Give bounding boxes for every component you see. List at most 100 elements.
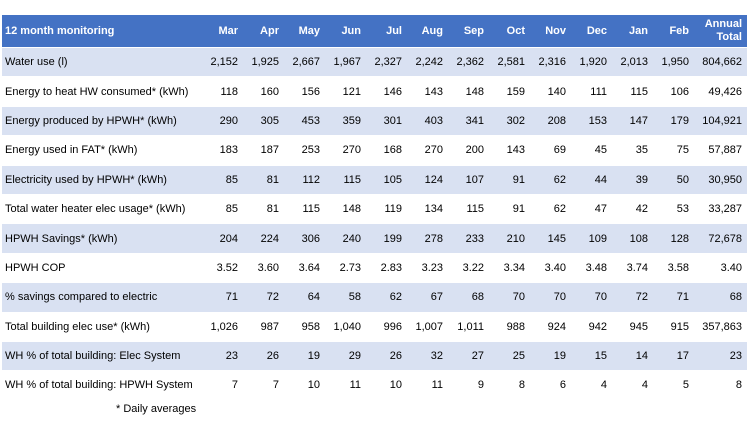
row-label: WH % of total building: HPWH System	[2, 370, 200, 400]
column-header: Jul	[364, 15, 405, 48]
cell-value: 35	[610, 135, 651, 166]
table-row: % savings compared to electric 71 72 64 58 62…	[2, 282, 747, 313]
cell-value: 1,026	[200, 311, 241, 342]
row-label: HPWH COP	[2, 252, 200, 283]
cell-value: 278	[405, 223, 446, 254]
cell-value: 81	[241, 193, 282, 224]
cell-value: 915	[651, 311, 692, 342]
cell-value: 68	[692, 282, 747, 313]
cell-value: 91	[487, 193, 528, 224]
cell-value: 233	[446, 223, 487, 254]
cell-value: 2,581	[487, 46, 528, 77]
cell-value: 45	[569, 135, 610, 166]
cell-value: 301	[364, 105, 405, 136]
table-row: Energy to heat HW consumed* (kWh) 118 160 1…	[2, 76, 747, 107]
cell-value: 39	[610, 164, 651, 195]
cell-value: 987	[241, 311, 282, 342]
column-header: Feb	[651, 15, 692, 48]
cell-value: 179	[651, 105, 692, 136]
table-row: WH % of total building: HPWH System 7 7 10 1…	[2, 370, 747, 400]
column-header: Sep	[446, 15, 487, 48]
cell-value: 305	[241, 105, 282, 136]
cell-value: 23	[692, 340, 747, 371]
cell-value: 53	[651, 193, 692, 224]
cell-value: 3.52	[200, 252, 241, 283]
cell-value: 115	[323, 164, 364, 195]
cell-value: 143	[405, 76, 446, 107]
cell-value: 2,242	[405, 46, 446, 77]
cell-value: 2.83	[364, 252, 405, 283]
monitoring-table: 12 month monitoring Mar Apr May Jun Jul Aug Sep…	[2, 15, 747, 400]
cell-value: 3.60	[241, 252, 282, 283]
cell-value: 62	[364, 282, 405, 313]
cell-value: 33,287	[692, 193, 747, 224]
cell-value: 115	[282, 193, 323, 224]
cell-value: 3.40	[528, 252, 569, 283]
cell-value: 3.23	[405, 252, 446, 283]
column-header: May	[282, 15, 323, 48]
row-label: HPWH Savings* (kWh)	[2, 223, 200, 254]
row-label: Energy used in FAT* (kWh)	[2, 135, 200, 166]
table-row: WH % of total building: Elec System 23 26 1…	[2, 340, 747, 371]
cell-value: 159	[487, 76, 528, 107]
column-header: Apr	[241, 15, 282, 48]
cell-value: 106	[651, 76, 692, 107]
cell-value: 9	[446, 370, 487, 400]
cell-value: 341	[446, 105, 487, 136]
cell-value: 453	[282, 105, 323, 136]
column-header: Dec	[569, 15, 610, 48]
row-label: Total water heater elec usage* (kWh)	[2, 193, 200, 224]
cell-value: 109	[569, 223, 610, 254]
cell-value: 1,040	[323, 311, 364, 342]
column-header: Aug	[405, 15, 446, 48]
cell-value: 62	[528, 193, 569, 224]
cell-value: 11	[323, 370, 364, 400]
cell-value: 128	[651, 223, 692, 254]
cell-value: 70	[569, 282, 610, 313]
cell-value: 357,863	[692, 311, 747, 342]
cell-value: 25	[487, 340, 528, 371]
cell-value: 3.48	[569, 252, 610, 283]
row-label: % savings compared to electric	[2, 282, 200, 313]
table-row: Water use (l) 2,152 1,925 2,667 1,967 2,327 2,…	[2, 46, 747, 77]
cell-value: 210	[487, 223, 528, 254]
cell-value: 115	[610, 76, 651, 107]
cell-value: 306	[282, 223, 323, 254]
footnote: * Daily averages	[116, 403, 197, 415]
cell-value: 146	[364, 76, 405, 107]
cell-value: 3.74	[610, 252, 651, 283]
cell-value: 19	[528, 340, 569, 371]
cell-value: 148	[446, 76, 487, 107]
cell-value: 1,967	[323, 46, 364, 77]
cell-value: 958	[282, 311, 323, 342]
cell-value: 2,362	[446, 46, 487, 77]
cell-value: 49,426	[692, 76, 747, 107]
cell-value: 119	[364, 193, 405, 224]
cell-value: 11	[405, 370, 446, 400]
cell-value: 29	[323, 340, 364, 371]
cell-value: 403	[405, 105, 446, 136]
cell-value: 64	[282, 282, 323, 313]
cell-value: 148	[323, 193, 364, 224]
cell-value: 26	[241, 340, 282, 371]
cell-value: 200	[446, 135, 487, 166]
cell-value: 10	[282, 370, 323, 400]
cell-value: 26	[364, 340, 405, 371]
cell-value: 204	[200, 223, 241, 254]
table-row: Energy used in FAT* (kWh) 183 187 253 270 168…	[2, 135, 747, 166]
cell-value: 85	[200, 164, 241, 195]
cell-value: 17	[651, 340, 692, 371]
header-row: 12 month monitoring Mar Apr May Jun Jul Aug Sep…	[2, 15, 747, 48]
cell-value: 359	[323, 105, 364, 136]
cell-value: 1,950	[651, 46, 692, 77]
row-label: Electricity used by HPWH* (kWh)	[2, 164, 200, 195]
cell-value: 143	[487, 135, 528, 166]
row-label: WH % of total building: Elec System	[2, 340, 200, 371]
cell-value: 2.73	[323, 252, 364, 283]
cell-value: 71	[651, 282, 692, 313]
cell-value: 942	[569, 311, 610, 342]
cell-value: 147	[610, 105, 651, 136]
column-header: Nov	[528, 15, 569, 48]
cell-value: 156	[282, 76, 323, 107]
cell-value: 57,887	[692, 135, 747, 166]
